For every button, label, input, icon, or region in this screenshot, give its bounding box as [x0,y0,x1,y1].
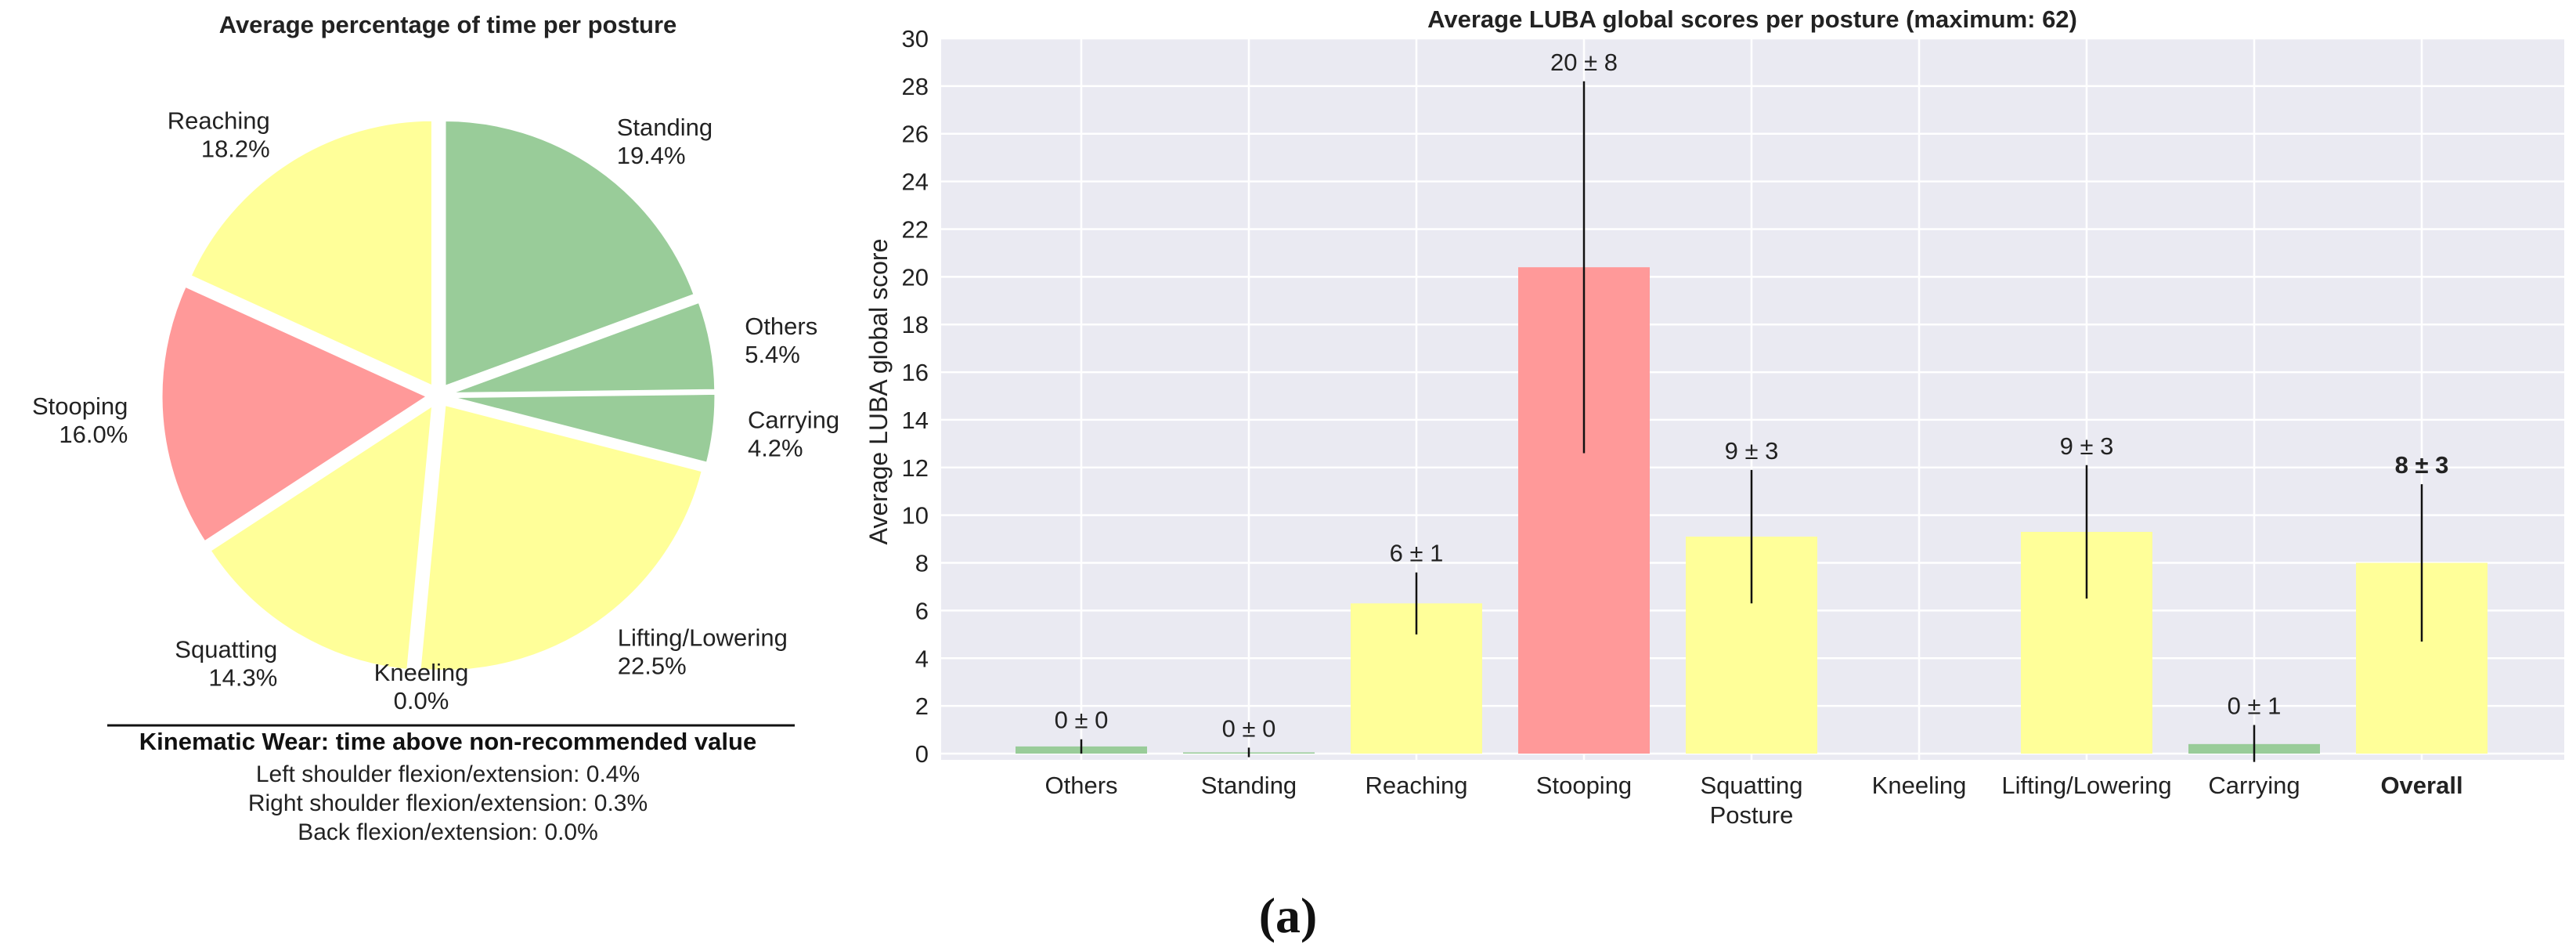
y-tick-label: 16 [902,359,929,386]
pie-label-standing: Standing [617,114,713,141]
pie-chart: Average percentage of time per posture R… [32,11,839,714]
wear-line-left-shoulder: Left shoulder flexion/extension: 0.4% [256,761,640,787]
value-label-squatting-posture: 9 ± 3 [1725,437,1779,465]
pie-label-squatting: Squatting [175,635,277,663]
pie-pct-standing: 19.4% [617,142,686,169]
bar-chart: Average LUBA global scores per posture (… [864,5,2564,829]
y-tick-label: 0 [915,740,929,768]
y-tick-label: 18 [902,311,929,338]
y-tick-label: 6 [915,597,929,624]
pie-slice-squatting [207,403,435,672]
x-tick-label-carrying: Carrying [2208,772,2300,799]
pie-slice-stooping [160,284,431,544]
y-tick-label: 8 [915,550,929,577]
y-tick-label: 4 [915,645,929,672]
x-tick-label-overall: Overall [2380,772,2462,799]
bar-title: Average LUBA global scores per posture (… [1427,5,2077,33]
y-tick-label: 2 [915,692,929,720]
value-label-overall: 8 ± 3 [2395,451,2449,479]
pie-label-others: Others [745,313,817,340]
pie-pct-squatting: 14.3% [208,664,277,691]
pie-title: Average percentage of time per posture [219,11,677,38]
x-tick-label-standing: Standing [1201,772,1297,799]
wear-title: Kinematic Wear: time above non-recommend… [139,728,756,755]
x-tick-label-others: Others [1044,772,1117,799]
value-label-others: 0 ± 0 [1055,707,1109,734]
y-axis-label: Average LUBA global score [864,239,893,545]
pie-label-kneeling: Kneeling [374,659,469,686]
value-label-carrying: 0 ± 1 [2228,692,2282,719]
pie-label-lifting-lowering: Lifting/Lowering [618,624,788,651]
pie-pct-stooping: 16.0% [59,421,128,448]
x-tick-label-stooping: Stooping [1536,772,1632,799]
value-label-stooping: 20 ± 8 [1550,49,1618,76]
y-tick-label: 24 [902,168,929,196]
y-tick-label: 26 [902,121,929,148]
x-tick-label-lifting-lowering: Lifting/Lowering [2001,772,2171,799]
value-label-standing: 0 ± 0 [1222,714,1276,742]
y-tick-label: 30 [902,25,929,52]
y-tick-label: 12 [902,454,929,482]
pie-label-stooping: Stooping [32,392,128,420]
wear-line-back: Back flexion/extension: 0.0% [298,819,598,845]
pie-pct-others: 5.4% [745,341,800,368]
pie-slice-lifting-lowering [418,403,705,672]
pie-slice-carrying [449,392,717,465]
x-tick-label-kneeling: Kneeling [1872,772,1967,799]
x-tick-label-reaching: Reaching [1366,772,1468,799]
pie-pct-carrying: 4.2% [748,434,803,461]
y-tick-label: 20 [902,263,929,291]
kinematic-wear: Kinematic Wear: time above non-recommend… [107,724,795,845]
figure-caption: (a) [1259,888,1318,943]
y-tick-label: 10 [902,502,929,530]
pie-label-carrying: Carrying [748,406,839,433]
value-label-reaching: 6 ± 1 [1390,540,1444,567]
x-tick-label-squatting-posture: Squatting [1701,772,1803,799]
pie-pct-reaching: 18.2% [201,135,270,162]
pie-slice-others [449,300,717,395]
x-tick-label-squatting-posture: Posture [1710,801,1794,829]
y-tick-label: 14 [902,407,929,434]
value-label-lifting-lowering: 9 ± 3 [2060,432,2114,460]
wear-line-right-shoulder: Right shoulder flexion/extension: 0.3% [248,790,648,816]
y-tick-label: 22 [902,215,929,243]
y-tick-label: 28 [902,73,929,100]
pie-slice-reaching [189,118,434,389]
pie-pct-lifting-lowering: 22.5% [618,652,687,679]
pie-pct-kneeling: 0.0% [394,687,449,714]
pie-slice-standing [443,119,697,389]
pie-label-reaching: Reaching [168,107,270,134]
